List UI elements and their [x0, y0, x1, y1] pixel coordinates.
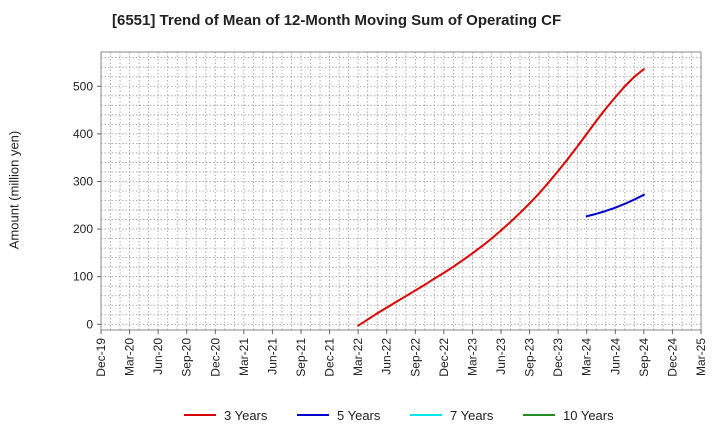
legend-label: 5 Years	[337, 408, 381, 423]
x-tick-label: Sep-20	[180, 338, 194, 377]
x-tick-label: Jun-23	[494, 338, 508, 375]
series-line-5-years	[585, 193, 645, 218]
series-line-3-years	[357, 68, 645, 327]
x-tick-label: Sep-24	[637, 338, 651, 377]
x-tick-label: Mar-22	[351, 338, 365, 376]
x-tick-label: Mar-24	[580, 338, 594, 376]
x-tick-label: Mar-25	[694, 338, 708, 376]
x-tick-label: Dec-19	[94, 338, 108, 377]
legend-label: 3 Years	[224, 408, 268, 423]
legend-item: 10 Years	[523, 408, 614, 423]
x-tick-label: Mar-20	[123, 338, 137, 376]
x-tick-label: Sep-22	[408, 338, 422, 377]
series-lines	[357, 68, 645, 327]
x-tick-label: Sep-23	[523, 338, 537, 377]
y-axis-ticks: 0 100 200 300 400 500	[73, 79, 101, 331]
y-tick-label: 300	[73, 174, 93, 188]
x-tick-label: Jun-21	[265, 338, 279, 375]
x-tick-label: Mar-21	[237, 338, 251, 376]
legend-item: 5 Years	[297, 408, 381, 423]
legend-label: 7 Years	[450, 408, 494, 423]
legend-label: 10 Years	[563, 408, 614, 423]
y-tick-label: 500	[73, 79, 93, 93]
x-tick-label: Jun-20	[151, 338, 165, 375]
legend-item: 7 Years	[410, 408, 494, 423]
x-tick-label: Dec-20	[208, 338, 222, 377]
y-tick-label: 200	[73, 222, 93, 236]
x-tick-label: Mar-23	[465, 338, 479, 376]
y-tick-label: 0	[86, 317, 93, 331]
x-tick-label: Dec-21	[323, 338, 337, 377]
legend: 3 Years 5 Years 7 Years 10 Years	[184, 408, 614, 423]
legend-item: 3 Years	[184, 408, 268, 423]
y-tick-label: 100	[73, 270, 93, 284]
plot-frame	[100, 51, 702, 331]
chart-title: [6551] Trend of Mean of 12-Month Moving …	[112, 12, 562, 29]
x-tick-label: Jun-22	[380, 338, 394, 375]
gridlines	[101, 52, 701, 330]
x-tick-label: Dec-24	[665, 338, 679, 377]
x-tick-label: Dec-22	[437, 338, 451, 377]
x-tick-label: Dec-23	[551, 338, 565, 377]
x-tick-label: Sep-21	[294, 338, 308, 377]
y-tick-label: 400	[73, 127, 93, 141]
x-axis-ticks: Dec-19 Mar-20 Jun-20 Sep-20 Dec-20 Mar-21 Jun-…	[94, 330, 708, 377]
x-tick-label: Jun-24	[608, 338, 622, 375]
